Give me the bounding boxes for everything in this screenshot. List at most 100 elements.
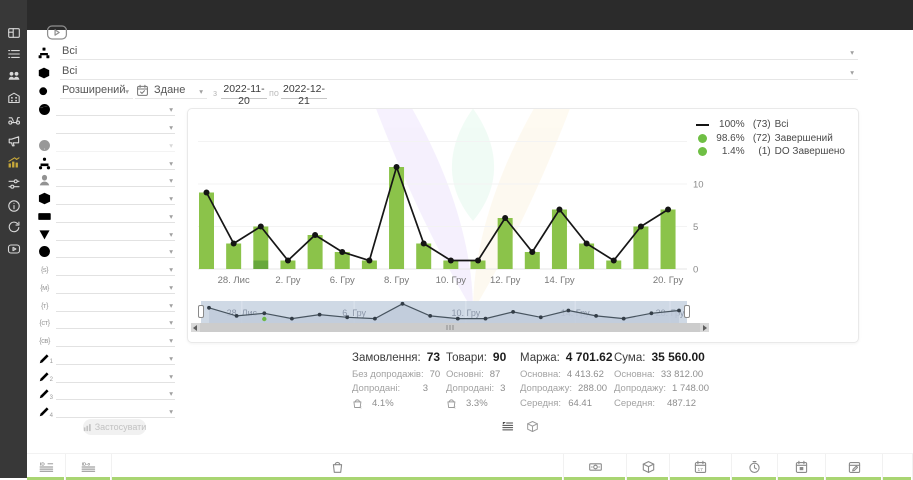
sidebar-item-settings[interactable] [0, 173, 27, 195]
table-column-cube[interactable] [627, 454, 670, 480]
filter-row-7: ▾ [37, 208, 176, 226]
legend-line-swatch [695, 123, 709, 126]
cube-icon [37, 66, 51, 80]
stat-subrow: Основні: 87 [446, 369, 501, 380]
chevron-down-icon: ▾ [169, 371, 173, 381]
legend-item-DO Завершено[interactable]: 1.4% (1) DO Завершено [694, 145, 845, 159]
filter-dropdown[interactable]: ▾ [56, 103, 175, 117]
table-column-id-list[interactable]: ID [27, 454, 66, 480]
legend-item-Всі[interactable]: 100% (73) Всі [694, 118, 845, 132]
filter-dropdown[interactable]: ▾ [56, 174, 175, 188]
filter-dropdown[interactable]: ▾ [56, 192, 175, 206]
sliders-icon [7, 177, 21, 191]
table-column-clock[interactable] [732, 454, 778, 480]
table-column-bag[interactable] [112, 454, 564, 480]
basket-x-icon: x [446, 398, 457, 409]
tutorial-video-button[interactable] [46, 24, 68, 41]
stat-label: Сума: [614, 352, 646, 364]
group-filter-2[interactable]: Всі ▾ [60, 64, 858, 80]
filter-dropdown[interactable]: ▾ [56, 157, 175, 170]
svg-text:x: x [360, 405, 362, 408]
scrollbar-thumb[interactable] [200, 323, 700, 332]
filter-dropdown[interactable]: ▾ [56, 210, 175, 223]
filter-dropdown[interactable]: ▾ [56, 139, 175, 152]
legend-item-Завершений[interactable]: 98.6% (72) Завершений [694, 132, 845, 146]
filter-dropdown[interactable]: ▾ [56, 263, 175, 277]
filter-dropdown[interactable]: ▾ [56, 352, 175, 365]
svg-text:28. Лис: 28. Лис [218, 275, 250, 286]
tag-icon: {s} [40, 265, 49, 275]
chart-scrollbar[interactable] [191, 323, 709, 332]
date-field-value: Здане [154, 84, 186, 96]
filter-row-17: 3 ▾ [37, 385, 176, 403]
sidebar-item-video[interactable] [0, 238, 27, 260]
filter-dropdown[interactable]: ▾ [56, 299, 175, 312]
apply-button[interactable]: Застосувати [83, 419, 146, 435]
list-view-icon[interactable] [501, 420, 514, 433]
search-mode-select[interactable]: Розширений ▾ [60, 83, 133, 99]
filter-dropdown[interactable]: ▾ [56, 121, 175, 135]
sitemap-icon [37, 156, 52, 170]
filter-row-9: ▾ [37, 243, 176, 261]
brush-handle-left[interactable] [198, 305, 204, 318]
svg-text:14. Гру: 14. Гру [544, 275, 575, 286]
svg-text:17: 17 [698, 467, 704, 473]
sidebar-item-marketing[interactable] [0, 130, 27, 152]
sidebar-nav [0, 22, 27, 260]
sidebar-item-warehouse[interactable] [0, 87, 27, 109]
date-from-input[interactable]: 2022-11-20 [221, 83, 267, 107]
svg-text:6. Гру: 6. Гру [342, 308, 366, 318]
filter-dropdown[interactable]: ▾ [56, 281, 175, 294]
table-column-id-o-list[interactable]: ID-o [66, 454, 112, 480]
filter-dropdown[interactable]: ▾ [56, 228, 175, 241]
sidebar-item-clients[interactable] [0, 65, 27, 87]
stat-label: Маржа: [520, 352, 560, 364]
group-filter-1[interactable]: Всі ▾ [60, 44, 858, 60]
date-field-select[interactable]: Здане ▾ [135, 83, 207, 99]
scroll-right-icon[interactable] [703, 324, 707, 331]
stat-value: 4 701.62 [565, 350, 613, 364]
chart-card: 10 5 0 28. Лис 2. Гру 6. Гру 8. Гру 10. Гру 12. … [187, 108, 859, 343]
table-column-empty[interactable] [883, 454, 913, 480]
filter-dropdown[interactable]: ▾ [56, 334, 175, 348]
product-view-icon[interactable] [526, 420, 539, 433]
help-icon [37, 138, 52, 152]
sidebar-item-orders[interactable] [0, 44, 27, 66]
date-to-input[interactable]: 2022-12-21 [281, 83, 327, 107]
filter-row-4: ▾ [37, 154, 176, 172]
filter-dropdown[interactable]: ▾ [56, 370, 175, 383]
pencil-icon: 2 [37, 369, 53, 383]
person-icon [37, 174, 52, 188]
table-column-banknote[interactable] [564, 454, 627, 480]
chevron-down-icon: ▾ [169, 247, 173, 257]
scrollbar-grip-icon [446, 325, 454, 330]
sidebar-item-dashboard[interactable] [0, 22, 27, 44]
sidebar-item-info[interactable] [0, 195, 27, 217]
filter-row-15: 1 ▾ [37, 350, 176, 368]
info-icon [7, 199, 21, 213]
id-o-list-icon: ID-o [81, 460, 96, 474]
chart-plot[interactable]: 10 5 0 28. Лис 2. Гру 6. Гру 8. Гру 10. Гру 12. … [188, 109, 858, 342]
scroll-left-icon[interactable] [193, 324, 197, 331]
chevron-down-icon: ▾ [169, 211, 173, 221]
brush-handle-right[interactable] [684, 305, 690, 318]
stat-subrow: Без допродажів: 70 [352, 369, 441, 380]
table-column-calendar-edit[interactable] [826, 454, 883, 480]
table-column-calendar-17[interactable]: 17 [670, 454, 732, 480]
sidebar-item-analytics[interactable] [0, 152, 27, 174]
filter-dropdown[interactable]: ▾ [56, 387, 175, 401]
sidebar-item-sync[interactable] [0, 216, 27, 238]
stat-sum: Сума: 35 560.00 Основна: 33 812.00 Допродажу… [614, 350, 709, 409]
calendar-in-icon [794, 460, 809, 474]
stat-subrow: Допродажу: 288.00 [520, 383, 608, 395]
chevron-down-icon: ▾ [169, 300, 173, 310]
sidebar-item-delivery[interactable] [0, 108, 27, 130]
filter-dropdown[interactable]: ▾ [56, 316, 175, 330]
filter-dropdown[interactable]: ▾ [56, 245, 175, 259]
mini-chart-icon [83, 422, 92, 432]
filter-dropdown[interactable]: ▾ [56, 405, 175, 419]
table-column-calendar-in[interactable] [778, 454, 826, 480]
stat-value: 73 [426, 350, 441, 364]
chevron-down-icon: ▾ [850, 48, 854, 57]
